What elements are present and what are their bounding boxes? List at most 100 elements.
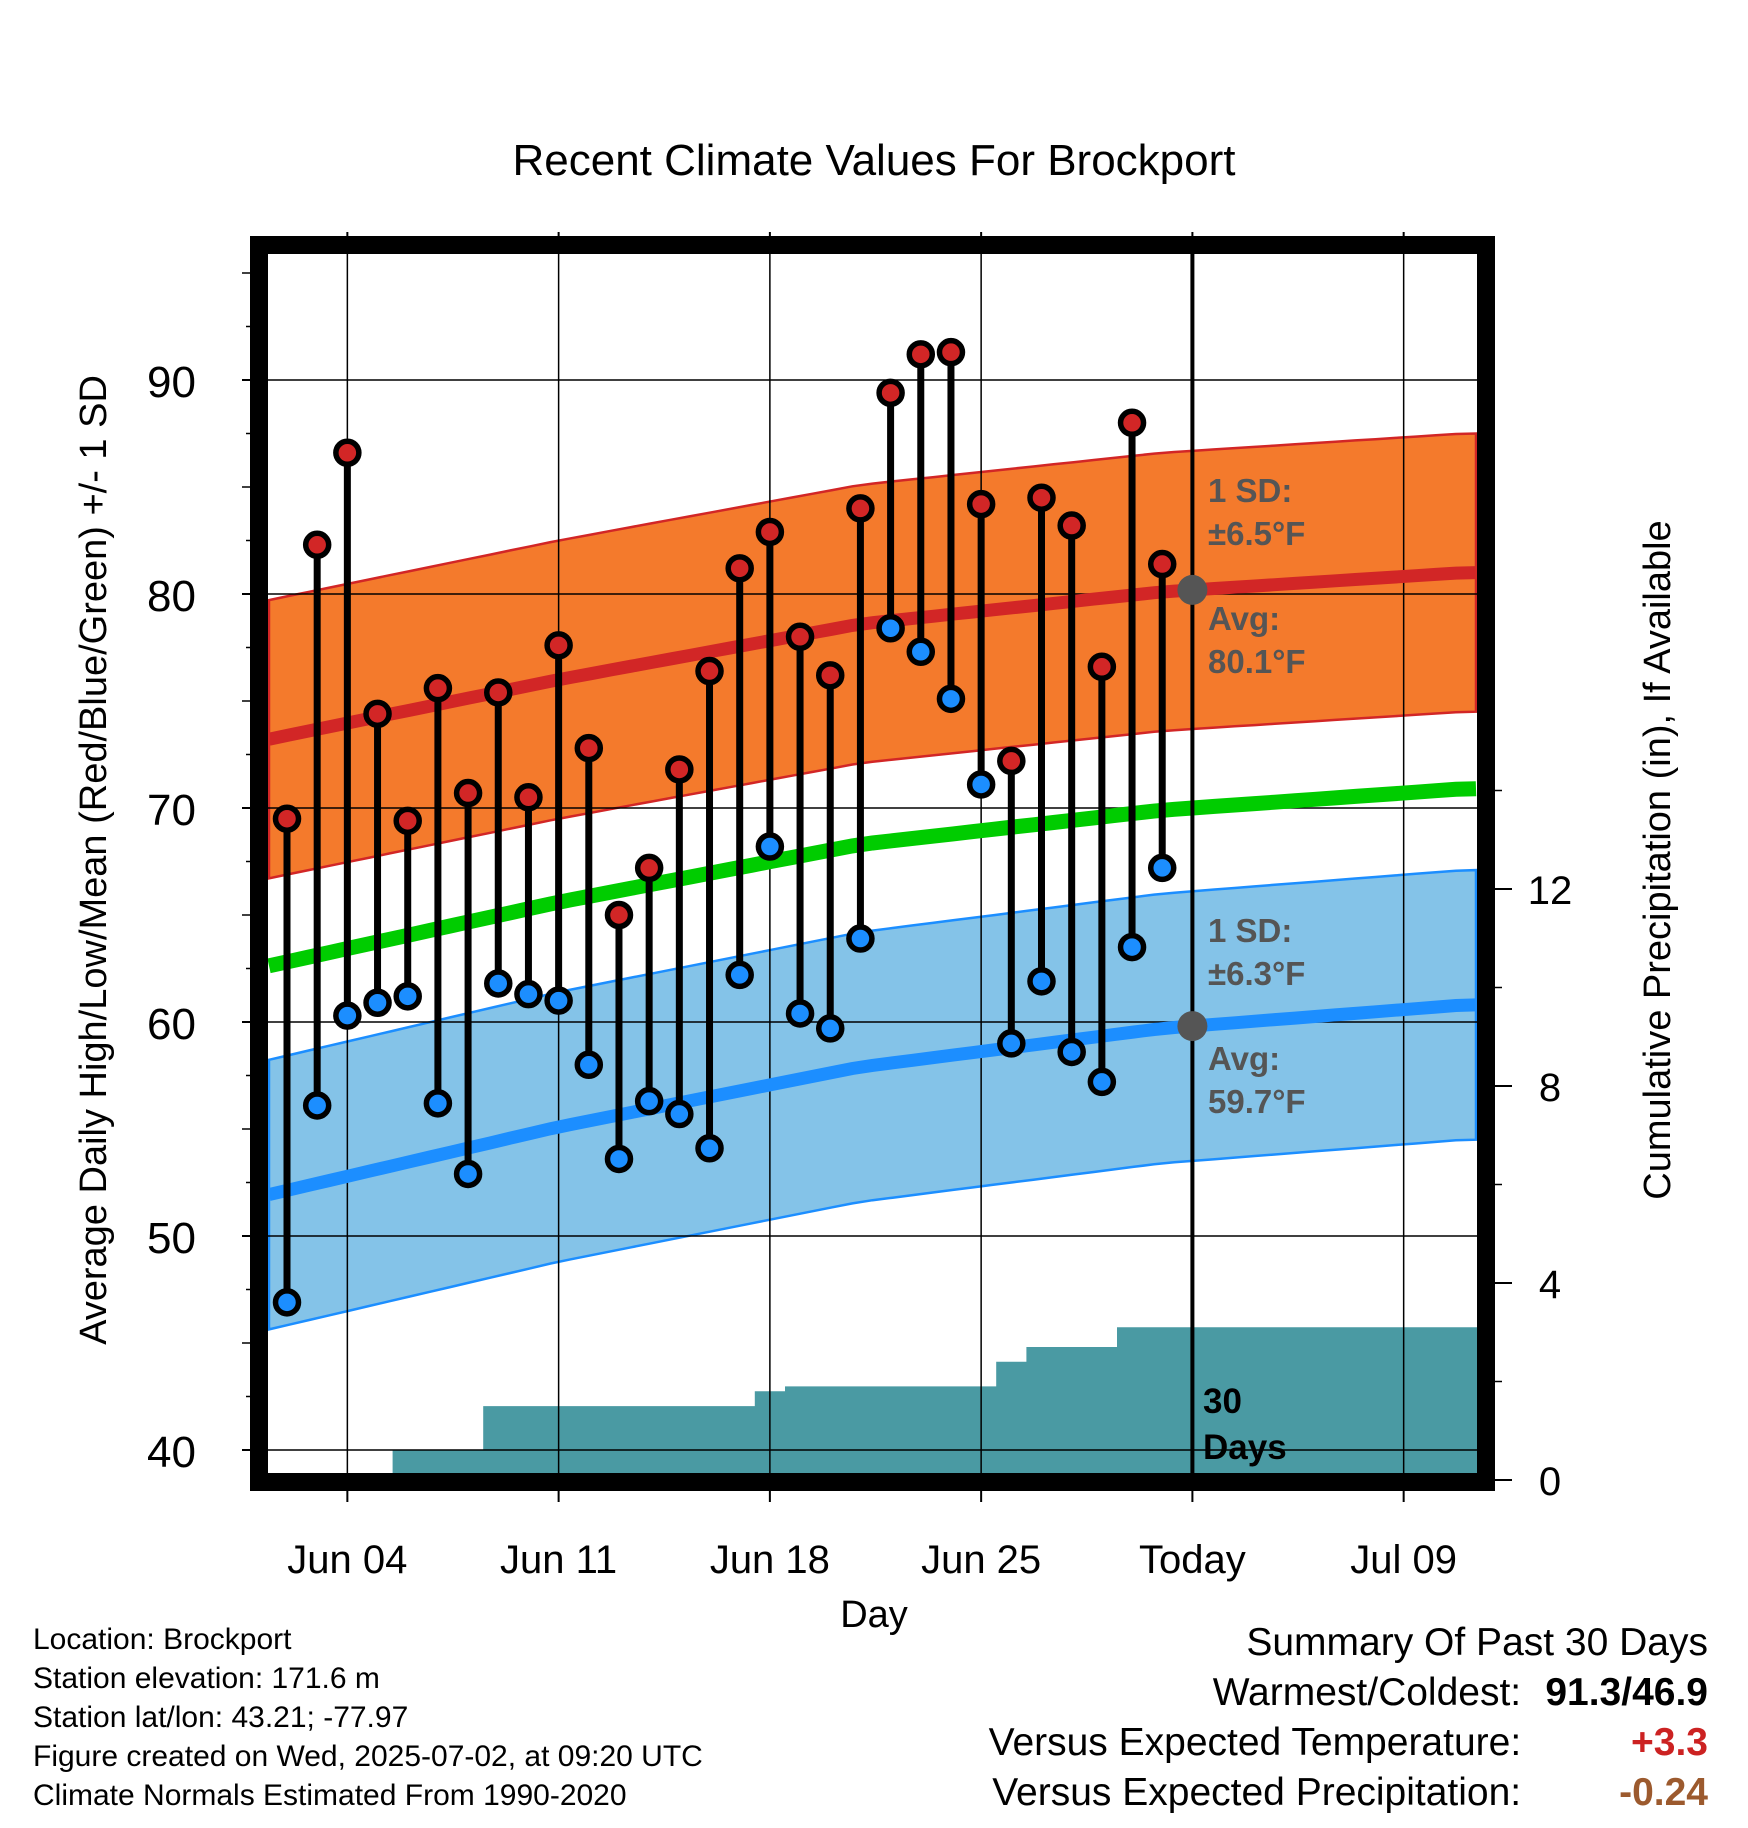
- observed-low-point: [484, 969, 513, 998]
- high-sd-value: ±6.5°F: [1208, 515, 1305, 552]
- y-tick-label: 50: [147, 1214, 196, 1263]
- observed-high-point: [453, 778, 483, 808]
- x-tick-label: Jun 11: [500, 1538, 617, 1582]
- observed-high-point: [695, 656, 724, 686]
- created-text: Figure created on Wed, 2025-07-02, at 09…: [33, 1740, 703, 1773]
- observed-low-point: [544, 986, 573, 1015]
- y2-tick-label: 4: [1539, 1263, 1561, 1307]
- elevation-text: Station elevation: 171.6 m: [33, 1662, 380, 1695]
- temp-vs-expected-row: Versus Expected Temperature: +3.3: [989, 1718, 1708, 1768]
- observed-low-point: [695, 1134, 724, 1163]
- observed-low-point: [785, 999, 815, 1028]
- x-tick-label: Jun 18: [710, 1538, 830, 1582]
- high-avg-value: 80.1°F: [1208, 643, 1306, 680]
- low-sd-value: ±6.3°F: [1208, 955, 1305, 992]
- window-days-number: 30: [1203, 1382, 1242, 1421]
- observed-high-point: [423, 673, 453, 703]
- chart-title: Recent Climate Values For Brockport: [512, 136, 1235, 185]
- normal-high-line: [267, 566, 1477, 746]
- observed-high-point: [966, 489, 996, 519]
- observed-low-point: [665, 1099, 694, 1129]
- cumulative-precip-area: [259, 1327, 1486, 1480]
- y2-tick-label: 0: [1539, 1460, 1561, 1504]
- precip-vs-expected-value: -0.24: [1619, 1771, 1708, 1814]
- y2-tick-label: 12: [1528, 869, 1573, 913]
- y-tick-label: 80: [147, 572, 196, 621]
- observed-high-point: [634, 853, 664, 883]
- observed-high-point: [302, 530, 332, 560]
- observed-low-point: [453, 1159, 483, 1189]
- observed-high-point: [1147, 549, 1177, 579]
- observed-high-point: [755, 517, 785, 547]
- observed-high-point: [785, 622, 815, 652]
- observed-low-point: [1027, 967, 1056, 996]
- observed-high-point: [484, 678, 513, 707]
- observed-low-point: [755, 832, 785, 861]
- y-tick-label: 90: [147, 358, 196, 407]
- y-tick-label: 40: [147, 1428, 196, 1477]
- observed-low-point: [936, 684, 966, 714]
- observed-high-point: [514, 783, 543, 812]
- low-avg-label: Avg:: [1208, 1040, 1280, 1077]
- observed-low-point: [725, 960, 754, 990]
- temp-vs-expected-label: Versus Expected Temperature:: [988, 1721, 1522, 1764]
- observed-high-point: [815, 661, 845, 690]
- observed-high-point: [1117, 408, 1147, 438]
- x-tick-label: Jul 09: [1350, 1538, 1457, 1582]
- warmest-coldest-label: Warmest/Coldest:: [1212, 1671, 1522, 1714]
- x-tick-label: Jun 04: [287, 1538, 407, 1582]
- observed-high-point: [936, 337, 966, 367]
- normals-text: Climate Normals Estimated From 1990-2020: [33, 1779, 627, 1812]
- observed-low-point: [1147, 853, 1177, 883]
- observed-high-point: [906, 340, 936, 369]
- station-info: Location: Brockport Station elevation: 1…: [33, 1620, 703, 1815]
- location-text: Location: Brockport: [33, 1623, 292, 1656]
- warmest-coldest-value: 91.3/46.9: [1545, 1671, 1708, 1714]
- observed-low-point: [604, 1144, 634, 1174]
- observed-high-point: [1057, 511, 1086, 540]
- plot-frame: [250, 236, 1495, 1491]
- high-avg-label: Avg:: [1208, 600, 1280, 637]
- observed-low-point: [574, 1050, 604, 1080]
- observed-high-point: [393, 806, 422, 836]
- observed-low-point: [1087, 1067, 1117, 1097]
- observed-low-point: [966, 770, 996, 799]
- x-tick-label: Jun 25: [921, 1538, 1041, 1582]
- latlon-text: Station lat/lon: 43.21; -77.97: [33, 1701, 409, 1734]
- observed-high-point: [876, 378, 905, 408]
- today-normal-low-marker: [1177, 1011, 1208, 1042]
- observed-low-point: [846, 924, 875, 953]
- low-avg-value: 59.7°F: [1208, 1083, 1306, 1120]
- observed-low-point: [634, 1086, 664, 1116]
- y-axis-label: Average Daily High/Low/Mean (Red/Blue/Gr…: [73, 375, 115, 1345]
- observed-high-point: [846, 494, 875, 523]
- y2-tick-label: 8: [1539, 1066, 1561, 1110]
- observed-high-point: [363, 699, 392, 729]
- y2-axis-label: Cumulative Precipitation (in), If Availa…: [1637, 520, 1679, 1199]
- observed-low-point: [514, 979, 543, 1009]
- low-sd-label: 1 SD:: [1208, 912, 1292, 949]
- observed-high-point: [333, 438, 362, 468]
- x-axis-label: Day: [840, 1594, 908, 1636]
- window-days-label: Days: [1203, 1428, 1287, 1467]
- temp-vs-expected-value: +3.3: [1631, 1721, 1708, 1764]
- high-sd-label: 1 SD:: [1208, 472, 1292, 509]
- observed-low-point: [906, 637, 936, 667]
- observed-low-point: [333, 1001, 362, 1030]
- x-tick-label: Today: [1139, 1538, 1246, 1582]
- observed-low-point: [815, 1014, 845, 1043]
- observed-high-point: [604, 900, 634, 930]
- observed-low-point: [876, 613, 905, 643]
- observed-low-point: [1057, 1037, 1086, 1067]
- observed-high-point: [544, 631, 573, 660]
- today-normal-high-marker: [1177, 574, 1208, 605]
- observed-high-point: [574, 733, 604, 763]
- observed-low-point: [363, 988, 392, 1017]
- warmest-coldest-row: Warmest/Coldest: 91.3/46.9: [989, 1668, 1708, 1718]
- observed-low-point: [1117, 932, 1147, 962]
- observed-low-point: [423, 1089, 453, 1118]
- observed-high-point: [1087, 652, 1117, 682]
- observed-high-point: [272, 804, 302, 833]
- y-tick-label: 70: [147, 786, 196, 835]
